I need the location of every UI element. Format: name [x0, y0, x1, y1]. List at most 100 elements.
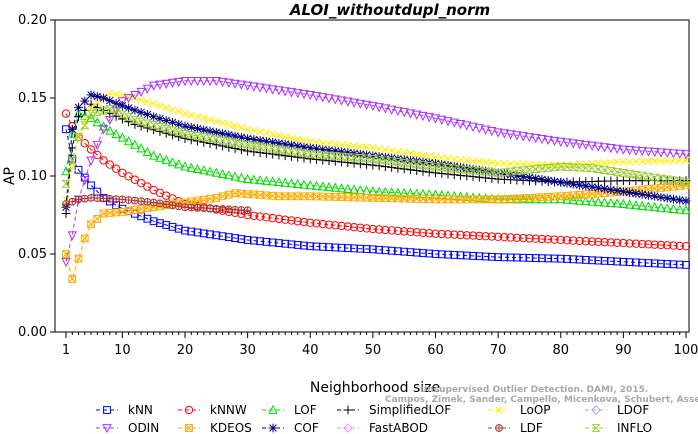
data-point-ldf-cross [62, 200, 70, 208]
data-point-cof [174, 119, 184, 129]
data-point-loop [619, 158, 628, 166]
data-point-odin [130, 90, 140, 101]
data-point-odin [249, 82, 259, 92]
data-point-cof [675, 195, 685, 205]
data-point-inflo [531, 165, 541, 174]
data-point-odin [123, 94, 134, 104]
data-point-inflo [637, 171, 647, 180]
data-point-kdeos [300, 192, 308, 201]
data-point-loop [212, 117, 221, 126]
data-point-inflo [286, 147, 297, 156]
data-point-knnw [625, 239, 634, 248]
data-point-kdeos-cross [644, 185, 653, 193]
data-point-odin [637, 146, 647, 157]
data-point-loop [650, 157, 659, 165]
legend-item-lof: LOF [262, 403, 317, 417]
data-point-knnw [481, 232, 490, 241]
data-point-knnw [462, 231, 472, 240]
data-point-knn [563, 255, 571, 263]
data-point-knn [581, 256, 590, 264]
data-point-lof [117, 132, 128, 142]
data-point-lof [568, 195, 578, 205]
data-point-knn [394, 247, 402, 256]
data-point-inflo [506, 167, 516, 176]
data-point-loop [469, 157, 477, 165]
data-point-simplifiedlof [324, 156, 334, 166]
data-point-inflo [155, 122, 165, 131]
data-point-inflo [192, 132, 203, 140]
data-point-knnw [130, 175, 140, 184]
legend-item-simplifiedlof: SimplifiedLOF [337, 403, 451, 417]
data-point-odin [343, 97, 353, 107]
data-point-kdeos-cross [519, 194, 527, 202]
data-point-loop [149, 100, 158, 108]
data-point-kdeos-cross [337, 193, 346, 201]
data-point-kdeos-cross [68, 275, 77, 283]
data-point-odin [98, 125, 109, 135]
data-point-kdeos [394, 194, 402, 203]
data-point-kdeos-cross [356, 193, 365, 202]
data-point-odin [618, 145, 629, 155]
data-point-knnw [650, 240, 659, 249]
data-point-knn [500, 253, 509, 262]
data-point-cof [67, 124, 77, 134]
legend-label-simplifiedlof: SimplifiedLOF [369, 403, 451, 417]
data-point-kdeos [387, 194, 396, 203]
data-point-kdeos [105, 209, 114, 217]
data-point-cof [155, 114, 165, 123]
data-point-lof [430, 189, 441, 199]
data-point-knn [669, 260, 678, 269]
data-point-knnw [143, 182, 152, 191]
data-point-knnw [600, 237, 609, 247]
data-point-lof [261, 175, 272, 185]
data-point-kdeos-cross [350, 193, 358, 202]
y-tick-label: 0.15 [18, 91, 47, 106]
data-point-knnw [343, 222, 353, 231]
data-point-simplifiedlof [337, 157, 346, 167]
data-point-inflo [537, 164, 547, 173]
data-point-kdeos-cross [62, 250, 70, 258]
data-point-kdeos-cross [231, 189, 239, 197]
data-point-simplifiedlof [205, 139, 215, 148]
data-point-lof [224, 170, 234, 180]
data-point-loop [513, 160, 521, 168]
data-point-loop [218, 119, 227, 127]
data-point-cof [330, 146, 340, 156]
data-point-knn [149, 217, 158, 226]
data-point-odin [430, 114, 441, 124]
data-point-knnw [443, 230, 453, 239]
data-point-kdeos [199, 195, 208, 204]
data-point-cof [130, 105, 140, 115]
data-point-cof [136, 107, 146, 117]
data-point-inflo [305, 150, 315, 159]
data-point-odin [549, 136, 560, 147]
data-point-cof [230, 131, 240, 141]
data-point-odin [593, 142, 604, 152]
legend-item-odin: ODIN [96, 421, 159, 434]
x-axis-label: Neighborhood size [310, 380, 440, 396]
data-point-loop [425, 152, 433, 161]
data-point-inflo [73, 133, 84, 141]
data-point-kdeos-cross [387, 194, 396, 203]
data-point-odin [199, 76, 209, 87]
data-point-kdeos [275, 192, 283, 201]
data-point-kdeos-cross [425, 195, 433, 203]
data-point-loop [174, 107, 183, 116]
data-point-kdeos [544, 193, 553, 201]
data-point-odin [493, 128, 503, 138]
data-point-knnw [594, 237, 603, 247]
data-point-knn [425, 249, 434, 258]
data-point-inflo [255, 142, 265, 151]
data-point-cof [255, 136, 265, 145]
data-point-lof [230, 171, 240, 181]
data-point-odin [148, 81, 159, 91]
data-point-knn [657, 259, 665, 268]
data-point-simplifiedlof [268, 149, 278, 159]
data-point-loop [87, 103, 95, 112]
data-point-inflo [437, 163, 447, 172]
data-point-simplifiedlof [318, 155, 328, 165]
data-point-ldf-cross [231, 206, 239, 214]
data-point-odin [518, 132, 528, 142]
data-point-odin [255, 83, 265, 93]
data-point-cof [456, 162, 465, 172]
